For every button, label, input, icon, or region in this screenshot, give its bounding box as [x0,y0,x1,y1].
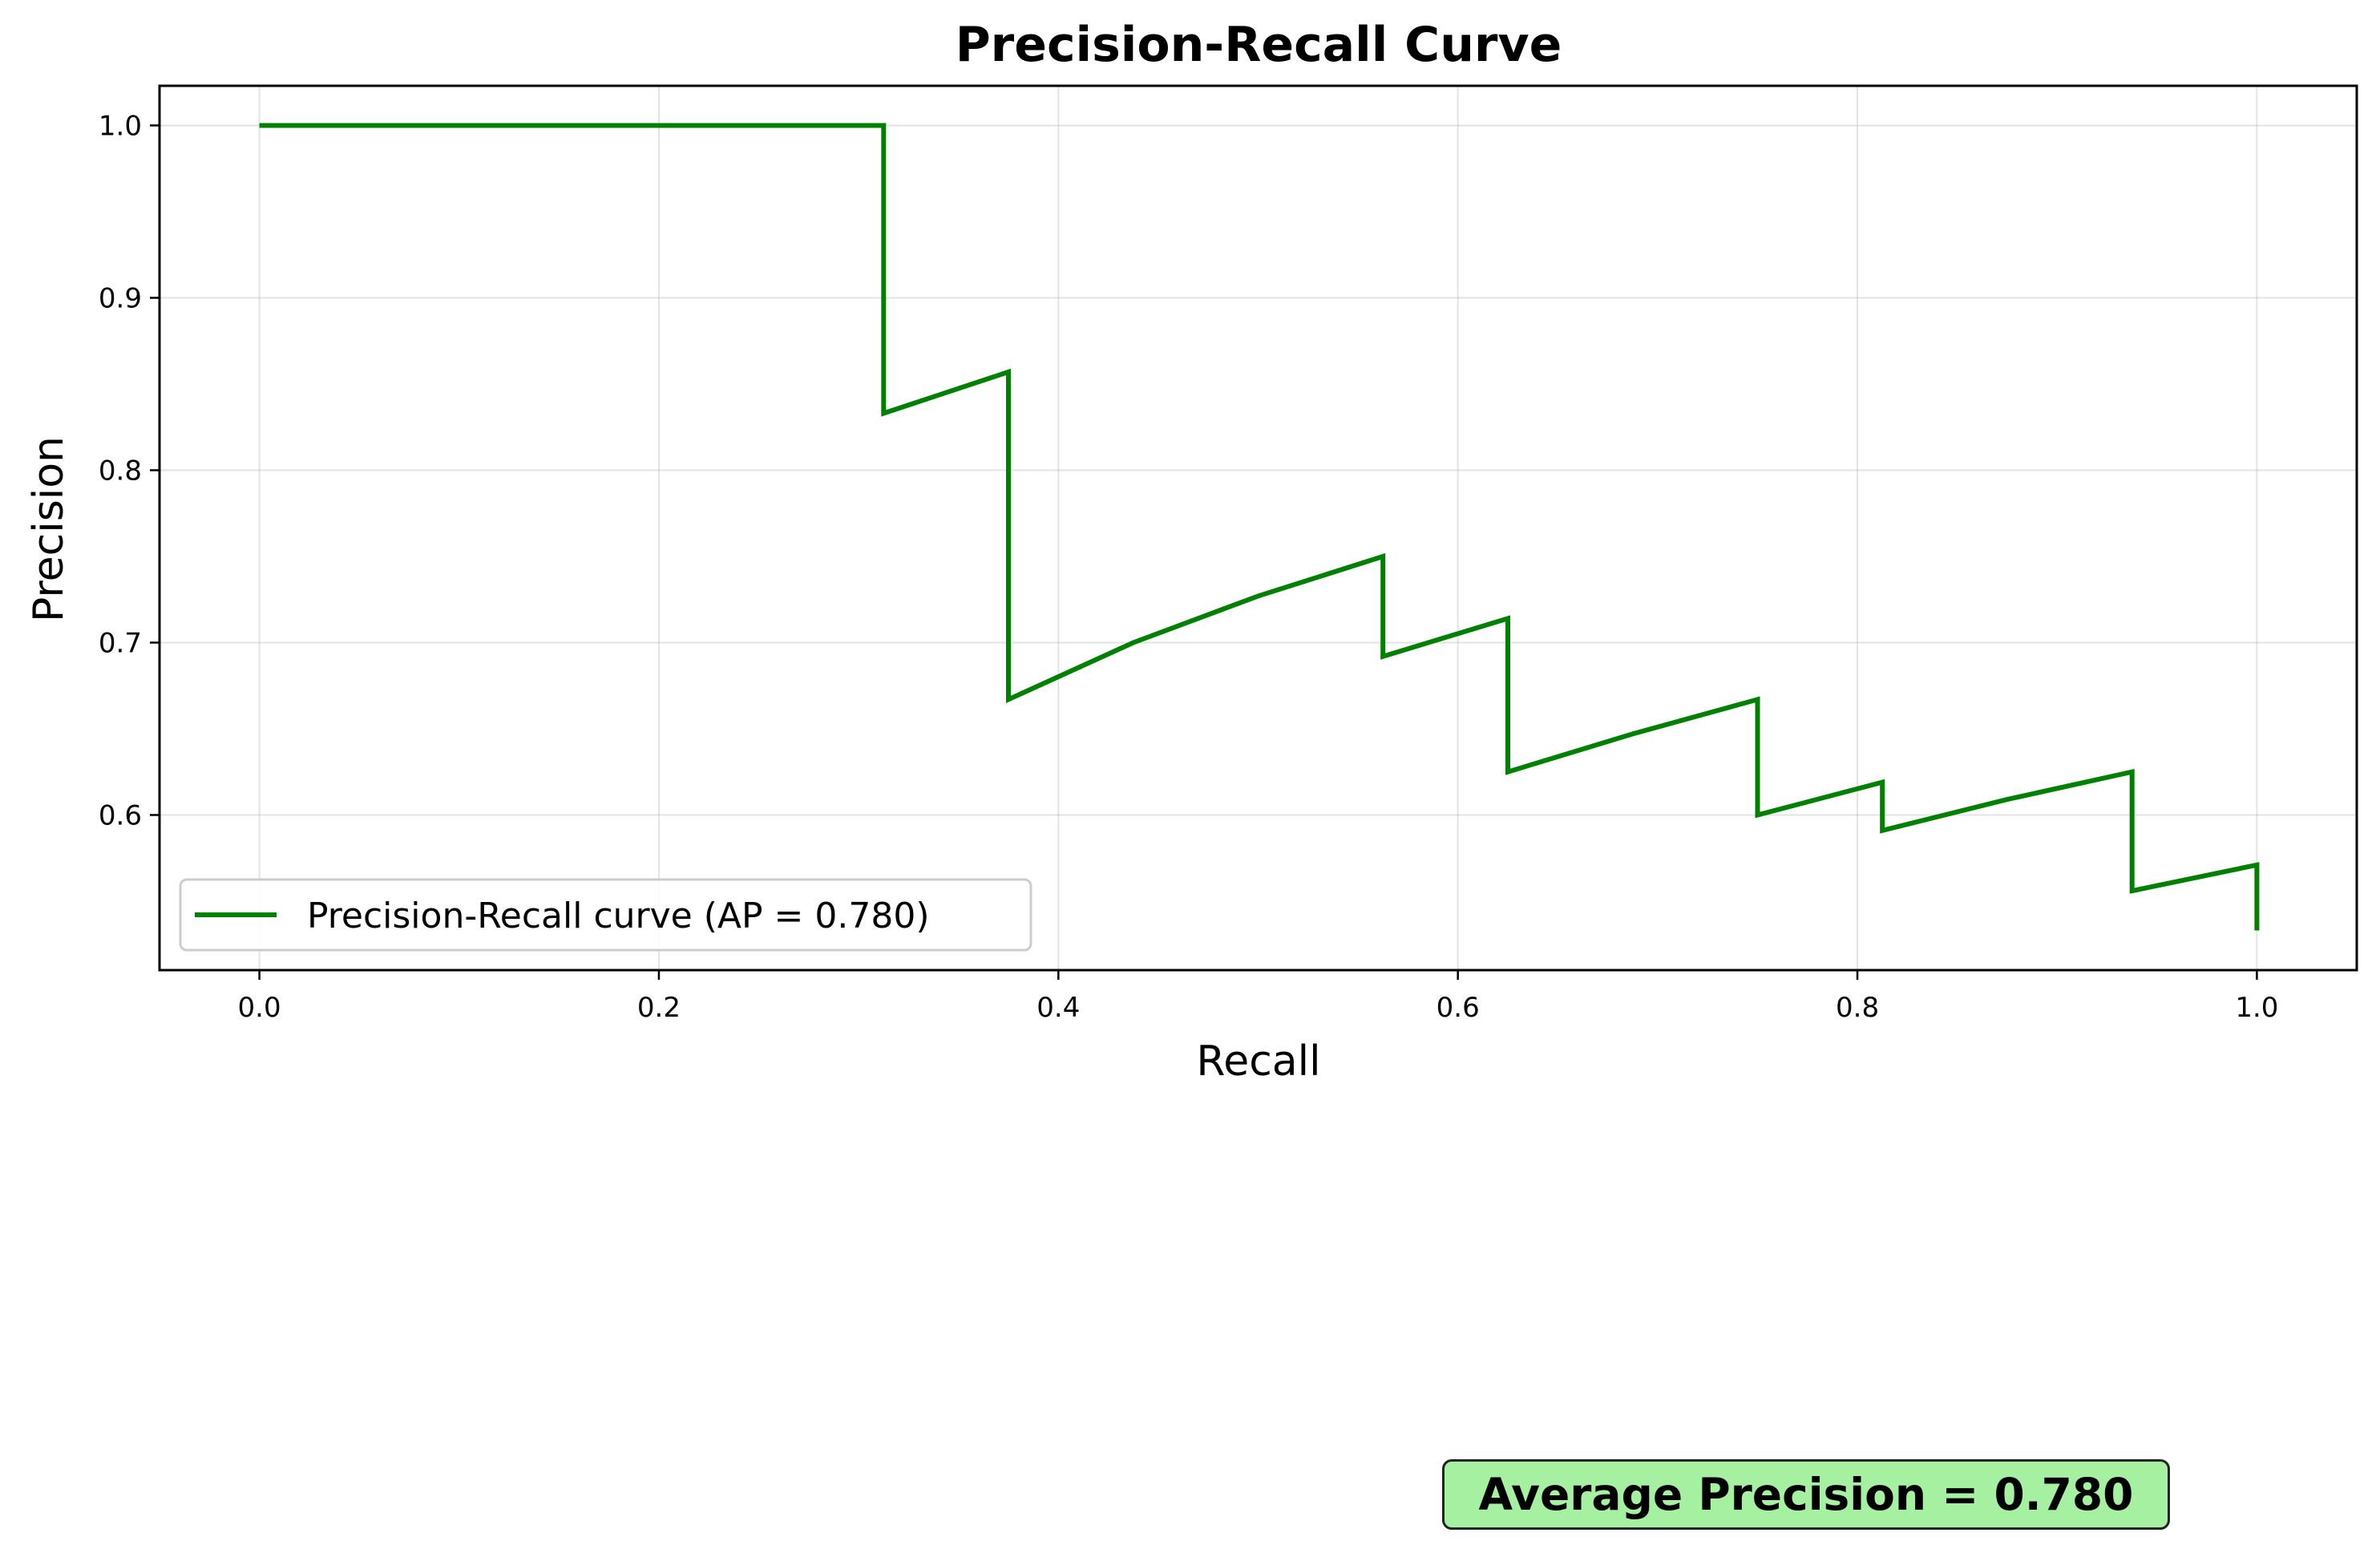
legend-box [179,878,1032,952]
y-tick-label: 0.6 [99,799,142,831]
x-tick-label: 0.8 [1836,992,1879,1024]
series-group [259,123,2260,931]
grid-lines [160,86,2357,970]
chart-title: Precision-Recall Curve [956,17,1562,73]
y-tick-label: 1.0 [99,110,142,142]
legend: Precision-Recall curve (AP = 0.780) [179,878,1032,952]
axis-ticks: 0.0 0.2 0.4 0.6 0.8 1.0 0.6 0.7 0.8 0.9 1.0 [99,110,2279,1024]
x-tick-label: 0.4 [1036,992,1080,1024]
y-tick-label: 0.7 [99,627,142,659]
average-precision-badge: Average Precision = 0.780 [1442,1459,2170,1530]
y-tick-label: 0.9 [99,282,142,314]
y-tick-label: 0.8 [99,455,142,487]
plot-frame [158,84,2358,972]
legend-label: Precision-Recall curve (AP = 0.780) [307,896,930,936]
x-axis-label: Recall [1196,1037,1320,1086]
x-tick-label: 1.0 [2235,992,2278,1024]
x-tick-label: 0.6 [1436,992,1480,1024]
pr-curve-line [259,123,2260,931]
x-tick-label: 0.0 [238,992,281,1024]
y-axis-label: Precision [25,436,73,622]
x-tick-label: 0.2 [637,992,681,1024]
